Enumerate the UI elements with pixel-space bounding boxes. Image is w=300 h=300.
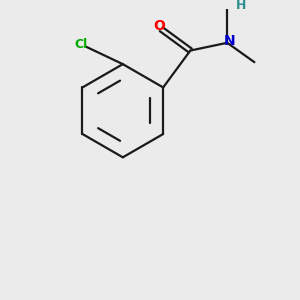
Text: Cl: Cl [74, 38, 88, 51]
Text: N: N [224, 34, 235, 48]
Text: O: O [153, 19, 165, 33]
Text: H: H [236, 0, 246, 12]
